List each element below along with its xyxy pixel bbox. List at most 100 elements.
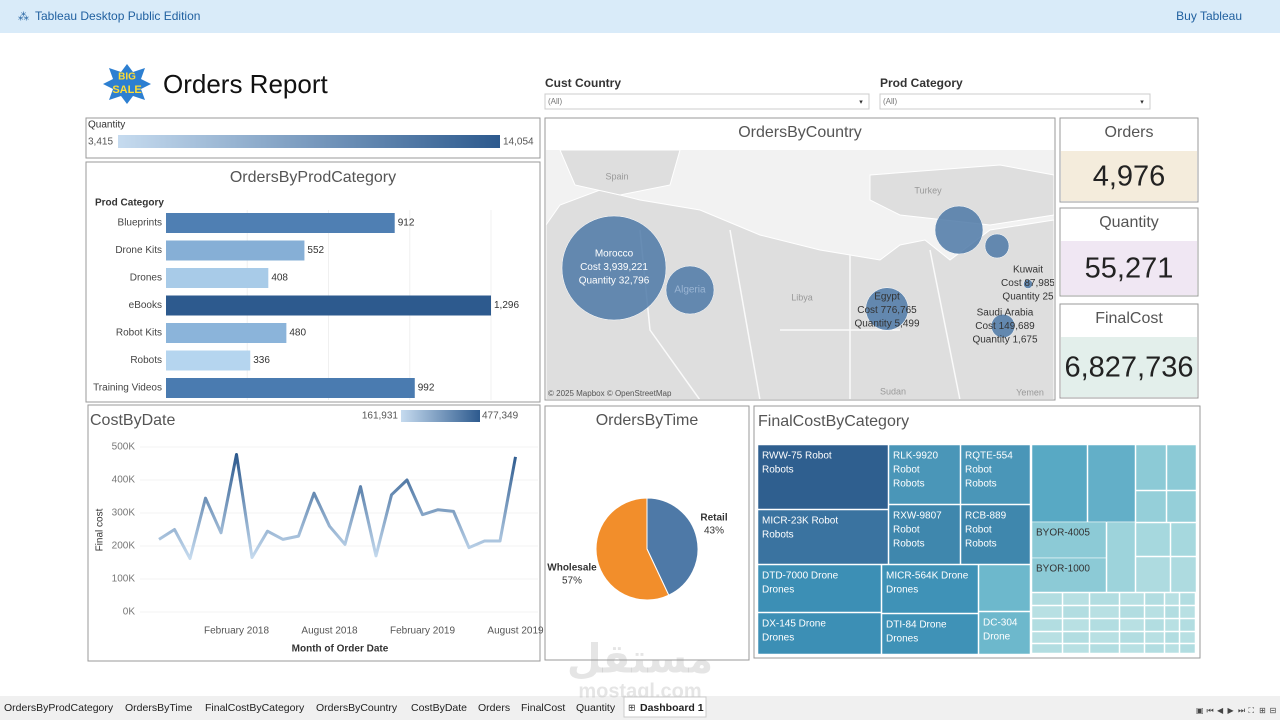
tab[interactable]: OrdersByProdCategory (4, 702, 114, 714)
tile-label: DC-304 (983, 618, 1018, 629)
treemap-tile (757, 444, 889, 510)
treemap-tile (1179, 605, 1196, 619)
treemap-tile (960, 504, 1031, 565)
treemap-tile (1179, 618, 1196, 632)
tile-label: Robot (965, 465, 992, 476)
tab[interactable]: OrdersByTime (125, 702, 192, 714)
tab-control[interactable]: ◀ (1217, 706, 1224, 715)
tab-control[interactable]: ▣ (1196, 706, 1204, 715)
tab[interactable]: CostByDate (411, 702, 467, 714)
treemap-tile (888, 504, 961, 565)
value-label: 1,296 (494, 300, 519, 311)
treemap-tile (960, 444, 1031, 505)
filter-dropdown[interactable] (544, 93, 870, 110)
buy-link[interactable]: Buy Tableau (1176, 9, 1242, 23)
place-label: Libya (791, 292, 813, 302)
treemap-tile (757, 612, 882, 655)
value-label: 480 (289, 328, 306, 339)
tab[interactable]: Quantity (576, 702, 616, 714)
tab[interactable]: FinalCostByCategory (205, 702, 305, 714)
tab-control[interactable]: ⏮ (1207, 706, 1214, 715)
legend-title: Quantity (88, 120, 125, 131)
treemap-tile (1106, 521, 1136, 593)
map-land (559, 150, 681, 196)
bubble-label: Quantity 25 (1002, 292, 1054, 303)
tile-label: Drones (886, 585, 918, 596)
treemap-tile (1031, 643, 1063, 654)
filter-value: (All) (883, 97, 898, 106)
category-label: eBooks (129, 300, 162, 311)
treemap-tile (1179, 631, 1196, 644)
treemap-tile (757, 564, 882, 613)
treemap-tile (1119, 631, 1145, 644)
place-label: Yemen (1016, 387, 1044, 397)
kpi-fill (1061, 241, 1197, 295)
treemap-tile (1179, 592, 1196, 606)
treemap-tile (1031, 605, 1063, 619)
x-tick-label: August 2019 (487, 626, 544, 637)
dropdown-arrow: ▾ (859, 99, 863, 106)
treemap-tile (1087, 444, 1136, 523)
bar (166, 295, 491, 316)
tab[interactable]: Dashboard 1 (640, 702, 704, 714)
tile-label: Robot (965, 525, 992, 536)
chart-title: CostByDate (90, 412, 175, 429)
treemap-tile (1031, 521, 1107, 559)
tab-control[interactable]: ⛶ (1248, 706, 1255, 715)
treemap-tile (1089, 631, 1120, 644)
place-label: Turkey (914, 185, 942, 195)
x-axis-label: Month of Order Date (292, 644, 389, 655)
treemap-tile (881, 564, 979, 614)
treemap-tile (1144, 605, 1165, 619)
tile-label: Drone (983, 632, 1011, 643)
bubble (990, 313, 1016, 339)
bubble (984, 233, 1010, 259)
bar (166, 268, 269, 288)
tile-label: Robots (965, 539, 997, 550)
legend-gradient (118, 135, 500, 148)
map-land (869, 164, 1054, 226)
bubble-label: Saudi Arabia (977, 308, 1034, 319)
bubble (934, 205, 984, 255)
panel (87, 404, 541, 662)
bubble (561, 215, 667, 321)
category-label: Drones (130, 273, 162, 284)
tab-control[interactable]: ⊟ (1270, 706, 1277, 715)
treemap-tile (1164, 643, 1180, 654)
line (158, 452, 517, 561)
tab-control[interactable]: ⏭ (1238, 706, 1245, 715)
map: Spain Turkey Libya Sudan Yemen Morocco Cost 3,… (546, 150, 1054, 399)
y-tick-label: 300K (112, 508, 136, 519)
treemap-tile (1170, 556, 1197, 593)
tab-active[interactable] (623, 696, 707, 718)
tab[interactable]: OrdersByCountry (316, 702, 398, 714)
tile-label: MICR-564K Drone (886, 571, 969, 582)
place-label: Sudan (880, 386, 906, 396)
tile-label: BYOR-4005 (1036, 528, 1090, 539)
filter-dropdown[interactable] (879, 93, 1151, 110)
tile-label: Robot (893, 525, 920, 536)
y-tick-label: 400K (112, 475, 136, 486)
tile-label: Robots (965, 479, 997, 490)
treemap-tile (1144, 618, 1165, 632)
treemap-tile (1119, 618, 1145, 632)
slice-label: Retail (700, 513, 727, 524)
y-tick-label: 200K (112, 541, 136, 552)
axis-label: Prod Category (95, 198, 164, 209)
treemap-tile (888, 444, 961, 505)
bubble-label: Morocco (595, 249, 634, 260)
tab-control[interactable]: ⊞ (1259, 706, 1266, 715)
treemap-tile (1089, 618, 1120, 632)
tab-control[interactable]: ▶ (1228, 706, 1235, 715)
pie-slice (595, 497, 670, 601)
tab[interactable]: Orders (478, 702, 510, 714)
treemap-tile (1089, 643, 1120, 654)
bubble (1023, 279, 1033, 289)
category-label: Blueprints (118, 218, 162, 229)
value-label: 336 (253, 355, 270, 366)
slice-value: 57% (562, 576, 582, 587)
legend-min: 3,415 (88, 137, 113, 148)
map-credit: © 2025 Mapbox © OpenStreetMap (548, 389, 672, 398)
tab[interactable]: FinalCost (521, 702, 565, 714)
